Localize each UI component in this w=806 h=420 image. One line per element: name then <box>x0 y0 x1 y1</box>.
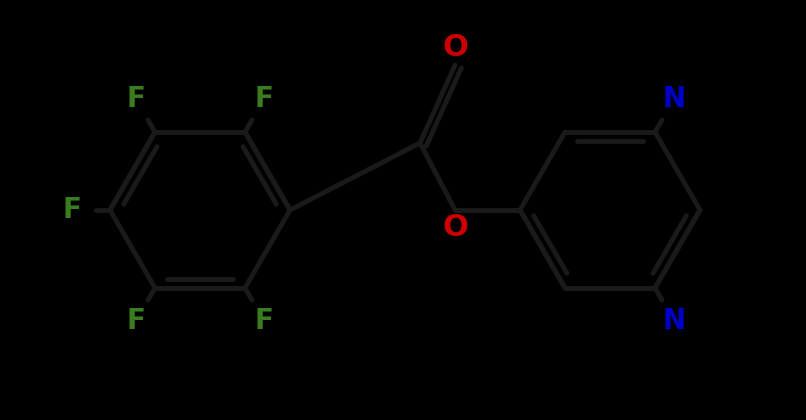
Text: N: N <box>663 307 686 335</box>
Text: N: N <box>663 85 686 113</box>
Text: O: O <box>442 32 468 61</box>
Text: F: F <box>127 85 145 113</box>
Text: F: F <box>127 307 145 335</box>
Text: O: O <box>442 213 468 242</box>
Text: F: F <box>255 85 273 113</box>
Text: F: F <box>63 196 81 224</box>
Text: F: F <box>255 307 273 335</box>
